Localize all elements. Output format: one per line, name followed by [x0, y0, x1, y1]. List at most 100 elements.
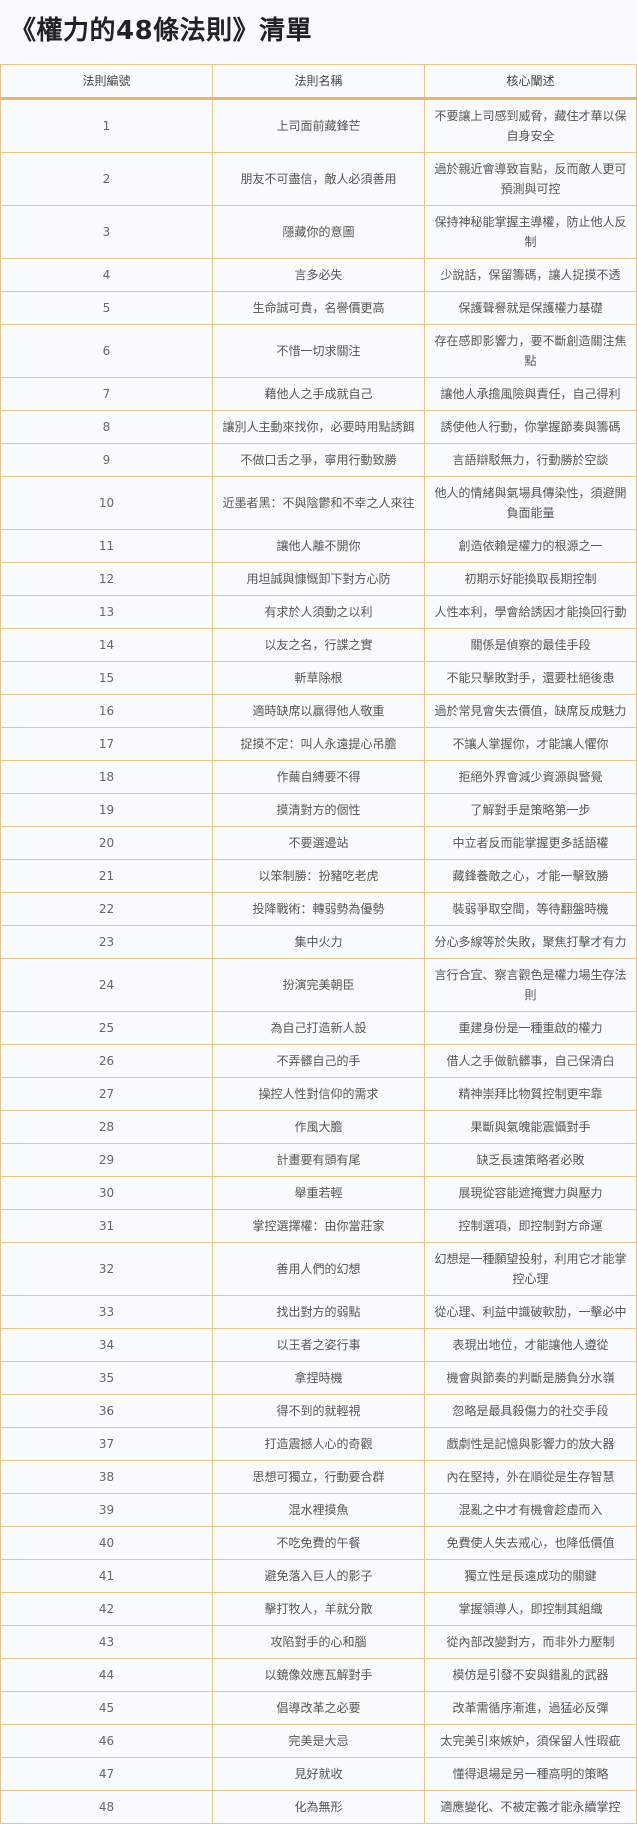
table-row: 48 化為無形 適應變化、不被定義才能永續掌控 — [0, 1790, 637, 1824]
core-description-cell: 創造依賴是權力的根源之一 — [424, 529, 637, 563]
table-row: 22 投降戰術：轉弱勢為優勢 裝弱爭取空間，等待翻盤時機 — [0, 892, 637, 926]
header-core-description: 核心闡述 — [424, 64, 637, 100]
core-description-cell: 中立者反而能掌握更多話語權 — [424, 826, 637, 860]
law-number-cell: 19 — [0, 793, 213, 827]
law-number-cell: 13 — [0, 595, 213, 629]
law-name-cell: 思想可獨立，行動要合群 — [212, 1460, 425, 1494]
table-row: 23 集中火力 分心多線等於失敗，聚焦打擊才有力 — [0, 925, 637, 959]
law-name-cell: 不吃免費的午餐 — [212, 1526, 425, 1560]
table-row: 34 以王者之姿行事 表現出地位，才能讓他人遵從 — [0, 1328, 637, 1362]
law-number-cell: 12 — [0, 562, 213, 596]
table-row: 36 得不到的就輕視 忽略是最具殺傷力的社交手段 — [0, 1394, 637, 1428]
law-name-cell: 斬草除根 — [212, 661, 425, 695]
laws-table-container: 法則編號 法則名稱 核心闡述 1 上司面前藏鋒芒 不要讓上司感到威脅，藏住才華以保自… — [0, 64, 637, 1824]
table-row: 16 適時缺席以贏得他人敬重 過於常見會失去價值，缺席反成魅力 — [0, 694, 637, 728]
table-row: 47 見好就收 懂得退場是另一種高明的策略 — [0, 1757, 637, 1791]
table-row: 20 不要選邊站 中立者反而能掌握更多話語權 — [0, 826, 637, 860]
table-row: 29 計畫要有頭有尾 缺乏長遠策略者必敗 — [0, 1143, 637, 1177]
law-number-cell: 7 — [0, 377, 213, 411]
law-number-cell: 15 — [0, 661, 213, 695]
core-description-cell: 初期示好能換取長期控制 — [424, 562, 637, 596]
law-number-cell: 14 — [0, 628, 213, 662]
law-number-cell: 10 — [0, 476, 213, 530]
core-description-cell: 幻想是一種願望投射，利用它才能掌控心理 — [424, 1242, 637, 1296]
table-row: 11 讓他人離不開你 創造依賴是權力的根源之一 — [0, 529, 637, 563]
table-row: 44 以鏡像效應瓦解對手 模仿是引發不安與錯亂的武器 — [0, 1658, 637, 1692]
law-number-cell: 18 — [0, 760, 213, 794]
law-name-cell: 朋友不可盡信，敵人必須善用 — [212, 152, 425, 206]
core-description-cell: 裝弱爭取空間，等待翻盤時機 — [424, 892, 637, 926]
law-name-cell: 捉摸不定：叫人永遠提心吊膽 — [212, 727, 425, 761]
law-name-cell: 擊打牧人，羊就分散 — [212, 1592, 425, 1626]
table-row: 18 作繭自縛要不得 拒絕外界會減少資源與警覺 — [0, 760, 637, 794]
table-row: 45 倡導改革之必要 改革需循序漸進，過猛必反彈 — [0, 1691, 637, 1725]
core-description-cell: 從內部改變對方，而非外力壓制 — [424, 1625, 637, 1659]
table-row: 37 打造震撼人心的奇觀 戲劇性是記憶與影響力的放大器 — [0, 1427, 637, 1461]
law-number-cell: 23 — [0, 925, 213, 959]
law-number-cell: 30 — [0, 1176, 213, 1210]
table-row: 21 以笨制勝：扮豬吃老虎 藏鋒養敵之心，才能一擊致勝 — [0, 859, 637, 893]
core-description-cell: 獨立性是長遠成功的關鍵 — [424, 1559, 637, 1593]
law-name-cell: 不弄髒自己的手 — [212, 1044, 425, 1078]
law-number-cell: 33 — [0, 1295, 213, 1329]
law-name-cell: 以笨制勝：扮豬吃老虎 — [212, 859, 425, 893]
core-description-cell: 忽略是最具殺傷力的社交手段 — [424, 1394, 637, 1428]
law-name-cell: 隱藏你的意圖 — [212, 205, 425, 259]
law-name-cell: 作風大膽 — [212, 1110, 425, 1144]
law-name-cell: 以王者之姿行事 — [212, 1328, 425, 1362]
law-name-cell: 適時缺席以贏得他人敬重 — [212, 694, 425, 728]
law-name-cell: 摸清對方的個性 — [212, 793, 425, 827]
table-row: 13 有求於人須動之以利 人性本利，學會給誘因才能換回行動 — [0, 595, 637, 629]
law-name-cell: 投降戰術：轉弱勢為優勢 — [212, 892, 425, 926]
table-row: 40 不吃免費的午餐 免費使人失去戒心，也降低價值 — [0, 1526, 637, 1560]
law-number-cell: 17 — [0, 727, 213, 761]
law-name-cell: 操控人性對信仰的需求 — [212, 1077, 425, 1111]
law-name-cell: 找出對方的弱點 — [212, 1295, 425, 1329]
table-header-row: 法則編號 法則名稱 核心闡述 — [0, 64, 637, 100]
law-number-cell: 9 — [0, 443, 213, 477]
table-row: 33 找出對方的弱點 從心理、利益中識破軟肋，一擊必中 — [0, 1295, 637, 1329]
law-name-cell: 打造震撼人心的奇觀 — [212, 1427, 425, 1461]
law-number-cell: 35 — [0, 1361, 213, 1395]
law-name-cell: 近墨者黑：不與陰鬱和不幸之人來往 — [212, 476, 425, 530]
law-name-cell: 讓別人主動來找你，必要時用點誘餌 — [212, 410, 425, 444]
law-name-cell: 生命誠可貴，名譽價更高 — [212, 291, 425, 325]
law-name-cell: 化為無形 — [212, 1790, 425, 1824]
law-number-cell: 20 — [0, 826, 213, 860]
core-description-cell: 借人之手做骯髒事，自己保清白 — [424, 1044, 637, 1078]
law-number-cell: 42 — [0, 1592, 213, 1626]
law-name-cell: 混水裡摸魚 — [212, 1493, 425, 1527]
law-name-cell: 不惜一切求關注 — [212, 324, 425, 378]
table-row: 24 扮演完美朝臣 言行合宜、察言觀色是權力場生存法則 — [0, 958, 637, 1012]
law-number-cell: 16 — [0, 694, 213, 728]
core-description-cell: 過於常見會失去價值，缺席反成魅力 — [424, 694, 637, 728]
core-description-cell: 重建身份是一種重啟的權力 — [424, 1011, 637, 1045]
law-number-cell: 4 — [0, 258, 213, 292]
core-description-cell: 機會與節奏的判斷是勝負分水嶺 — [424, 1361, 637, 1395]
table-row: 14 以友之名，行諜之實 關係是偵察的最佳手段 — [0, 628, 637, 662]
law-number-cell: 34 — [0, 1328, 213, 1362]
table-row: 28 作風大膽 果斷與氣魄能震懾對手 — [0, 1110, 637, 1144]
core-description-cell: 了解對手是策略第一步 — [424, 793, 637, 827]
core-description-cell: 控制選項，即控制對方命運 — [424, 1209, 637, 1243]
law-number-cell: 44 — [0, 1658, 213, 1692]
core-description-cell: 從心理、利益中識破軟肋，一擊必中 — [424, 1295, 637, 1329]
law-number-cell: 25 — [0, 1011, 213, 1045]
table-row: 15 斬草除根 不能只擊敗對手，還要杜絕後患 — [0, 661, 637, 695]
header-law-name: 法則名稱 — [212, 64, 425, 100]
table-row: 39 混水裡摸魚 混亂之中才有機會趁虛而入 — [0, 1493, 637, 1527]
table-row: 6 不惜一切求關注 存在感即影響力，要不斷創造關注焦點 — [0, 324, 637, 378]
law-name-cell: 攻陷對手的心和腦 — [212, 1625, 425, 1659]
core-description-cell: 戲劇性是記憶與影響力的放大器 — [424, 1427, 637, 1461]
core-description-cell: 言行合宜、察言觀色是權力場生存法則 — [424, 958, 637, 1012]
law-number-cell: 32 — [0, 1242, 213, 1296]
core-description-cell: 掌握領導人，即控制其組織 — [424, 1592, 637, 1626]
law-number-cell: 31 — [0, 1209, 213, 1243]
table-row: 46 完美是大忌 太完美引來嫉妒，須保留人性瑕疵 — [0, 1724, 637, 1758]
core-description-cell: 保持神秘能掌握主導權，防止他人反制 — [424, 205, 637, 259]
law-number-cell: 2 — [0, 152, 213, 206]
table-row: 4 言多必失 少說話，保留籌碼，讓人捉摸不透 — [0, 258, 637, 292]
core-description-cell: 保護聲譽就是保護權力基礎 — [424, 291, 637, 325]
law-number-cell: 5 — [0, 291, 213, 325]
table-row: 12 用坦誠與慷慨卸下對方心防 初期示好能換取長期控制 — [0, 562, 637, 596]
